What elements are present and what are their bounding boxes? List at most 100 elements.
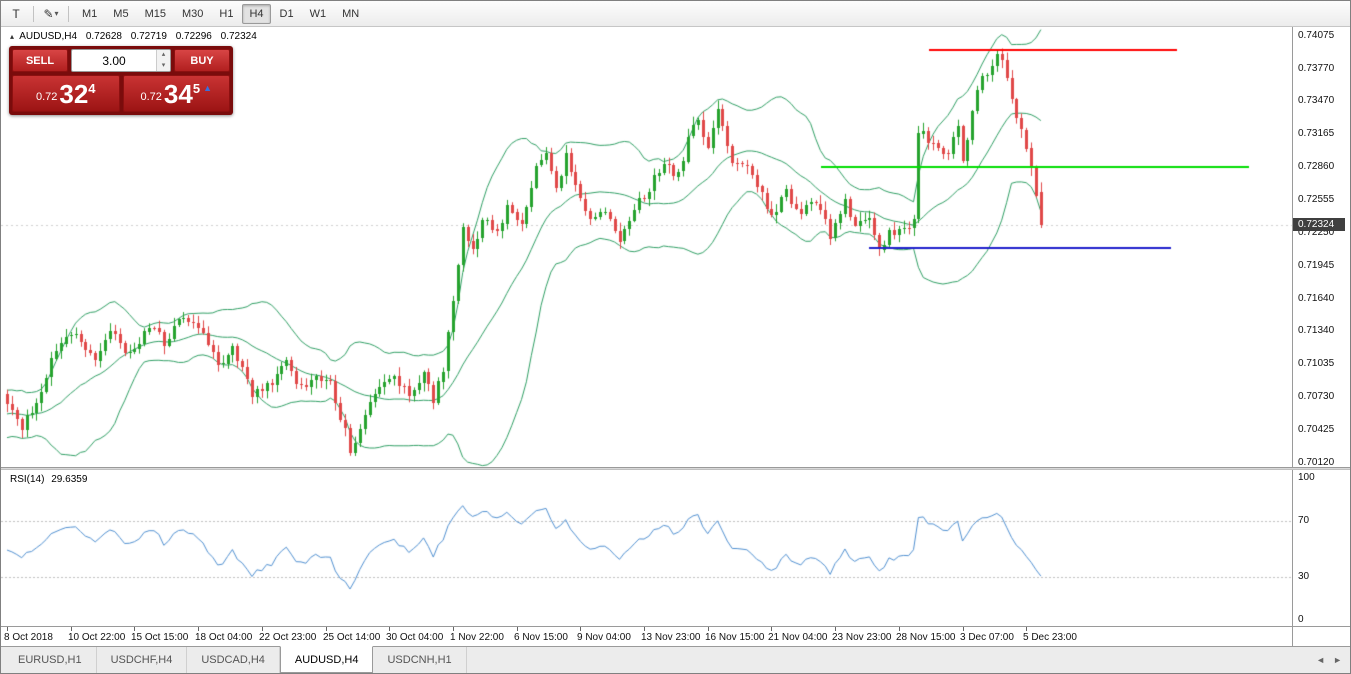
time-axis-label: 8 Oct 2018 — [4, 632, 53, 643]
symbol-icon: ▴ — [10, 32, 15, 41]
time-axis-tick — [899, 627, 900, 631]
time-axis-tick — [580, 627, 581, 631]
sell-price-button[interactable]: 0.72 32 4 — [12, 75, 120, 112]
time-axis-tick — [389, 627, 390, 631]
time-axis-label: 6 Nov 15:00 — [514, 632, 568, 643]
price-axis-label: 0.72555 — [1298, 194, 1335, 206]
sell-button[interactable]: SELL — [12, 49, 68, 72]
price-axis-label: 0.70425 — [1298, 423, 1335, 435]
timeframe-h4-button[interactable]: H4 — [242, 3, 271, 24]
price-axis-label: 0.71945 — [1298, 259, 1335, 271]
time-axis-label: 1 Nov 22:00 — [450, 632, 504, 643]
volume-input[interactable]: 3.00 ▴ ▾ — [71, 49, 171, 72]
sell-price-prefix: 0.72 — [35, 91, 58, 103]
rsi-name: RSI(14) — [10, 474, 45, 485]
rsi-indicator-canvas[interactable] — [1, 470, 1292, 626]
price-axis-label: 0.73470 — [1298, 95, 1335, 107]
timeframe-mn-button[interactable]: MN — [342, 7, 360, 20]
panel-splitter[interactable] — [1, 467, 1350, 470]
price-axis-label: 0.72250 — [1298, 226, 1335, 238]
time-axis-label: 15 Oct 15:00 — [131, 632, 189, 643]
scroll-left-icon[interactable]: ◄ — [1316, 655, 1326, 665]
time-axis-label: 18 Oct 04:00 — [195, 632, 253, 643]
chart-tab-usdchf-h4[interactable]: USDCHF,H4 — [97, 647, 188, 673]
low-value: 0.72296 — [175, 31, 212, 42]
chart-tab-bar: EURUSD,H1 USDCHF,H4 USDCAD,H4 AUDUSD,H4 USDC… — [1, 646, 1350, 673]
buy-price-prefix: 0.72 — [140, 91, 162, 103]
time-axis-label: 10 Oct 22:00 — [68, 632, 126, 643]
rsi-axis-label: 70 — [1298, 514, 1310, 526]
rsi-indicator-label: RSI(14) 29.6359 — [10, 474, 91, 485]
time-axis-label: 30 Oct 04:00 — [386, 632, 444, 643]
time-axis-label: 9 Nov 04:00 — [577, 632, 631, 643]
draw-tool-button[interactable]: ✎ ▾ — [40, 4, 62, 24]
timeframe-m15-button[interactable]: M15 — [144, 7, 166, 20]
close-value: 0.72324 — [220, 31, 257, 42]
time-axis-label: 23 Nov 23:00 — [832, 632, 892, 643]
timeframe-h1-button[interactable]: H1 — [219, 7, 234, 20]
price-axis-label: 0.73165 — [1298, 128, 1335, 140]
bid-price-badge: 0.72324 — [1293, 218, 1345, 231]
price-axis[interactable]: 0.72324 0.74075 0.73770 0.73470 0.73165 0.72… — [1292, 27, 1350, 646]
timeframe-d1-button[interactable]: D1 — [279, 7, 294, 20]
time-axis-label: 21 Nov 04:00 — [768, 632, 828, 643]
price-axis-label: 0.71640 — [1298, 292, 1335, 304]
open-value: 0.72628 — [85, 31, 122, 42]
time-axis-tick — [262, 627, 263, 631]
time-axis-tick — [7, 627, 8, 631]
timeframe-w1-button[interactable]: W1 — [309, 7, 327, 20]
pencil-icon: ✎ — [43, 6, 54, 21]
price-axis-label: 0.71035 — [1298, 358, 1335, 369]
time-axis-tick — [198, 627, 199, 631]
time-axis[interactable]: 8 Oct 2018 10 Oct 22:00 15 Oct 15:00 18 Oct… — [1, 626, 1350, 646]
rsi-axis-label: 0 — [1298, 614, 1304, 625]
high-value: 0.72719 — [130, 31, 167, 42]
time-axis-tick — [644, 627, 645, 631]
sell-price-pipette: 4 — [88, 80, 96, 96]
time-axis-tick — [517, 627, 518, 631]
time-axis-tick — [708, 627, 709, 631]
spinner-down-icon[interactable]: ▾ — [157, 60, 170, 71]
buy-price-button[interactable]: 0.72 34 5 ▲ — [122, 75, 230, 112]
time-axis-tick — [453, 627, 454, 631]
time-axis-label: 28 Nov 15:00 — [896, 632, 956, 643]
buy-price-big: 34 — [163, 78, 193, 109]
chart-tab-usdcad-h4[interactable]: USDCAD,H4 — [187, 647, 280, 673]
toolbar-separator — [68, 5, 69, 22]
time-axis-tick — [1026, 627, 1027, 631]
text-tool-icon: T — [12, 6, 20, 21]
one-click-trading-panel: SELL 3.00 ▴ ▾ BUY 0.72 32 4 — [9, 46, 233, 115]
buy-button[interactable]: BUY — [174, 49, 230, 72]
price-axis-label: 0.70120 — [1298, 456, 1335, 468]
text-tool-button[interactable]: T — [5, 4, 27, 24]
chart-tab-usdcnh-h1[interactable]: USDCNH,H1 — [373, 647, 467, 673]
time-axis-label: 5 Dec 23:00 — [1023, 632, 1077, 643]
time-axis-tick — [71, 627, 72, 631]
rsi-axis-label: 30 — [1298, 571, 1310, 583]
time-axis-tick — [835, 627, 836, 631]
time-axis-label: 22 Oct 23:00 — [259, 632, 317, 643]
rsi-axis-label: 100 — [1298, 472, 1315, 483]
time-axis-tick — [326, 627, 327, 631]
price-axis-label: 0.71340 — [1298, 325, 1335, 337]
sell-price-big: 32 — [59, 78, 89, 109]
price-axis-label: 0.70730 — [1298, 390, 1335, 402]
chart-tab-eurusd-h1[interactable]: EURUSD,H1 — [4, 647, 97, 673]
timeframe-m5-button[interactable]: M5 — [113, 7, 129, 20]
chart-area: ▴ AUDUSD,H4 0.72628 0.72719 0.72296 0.72… — [1, 27, 1350, 646]
price-axis-label: 0.74075 — [1298, 30, 1335, 42]
scroll-right-icon[interactable]: ► — [1333, 655, 1342, 665]
timeframe-m30-button[interactable]: M30 — [181, 7, 204, 20]
chart-ohlc-header: ▴ AUDUSD,H4 0.72628 0.72719 0.72296 0.72… — [10, 31, 257, 42]
uptick-arrow-icon: ▲ — [203, 82, 212, 93]
timeframe-group: M1 M5 M15 M30 H1 H4 D1 W1 MN — [74, 3, 367, 24]
volume-value[interactable]: 3.00 — [102, 53, 126, 68]
time-axis-label: 13 Nov 23:00 — [641, 632, 701, 643]
timeframe-m1-button[interactable]: M1 — [82, 7, 98, 20]
time-axis-tick — [134, 627, 135, 631]
spinner-up-icon[interactable]: ▴ — [157, 50, 170, 61]
chart-tab-audusd-h4[interactable]: AUDUSD,H4 — [279, 646, 374, 673]
chart-symbol-label: AUDUSD,H4 — [19, 31, 78, 42]
buy-button-label: BUY — [190, 54, 214, 67]
